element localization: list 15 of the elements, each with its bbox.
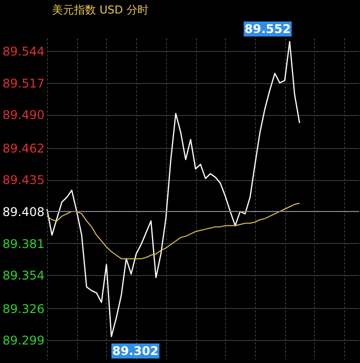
y-tick-label: 89.354 — [2, 268, 44, 283]
annotation: 89.302 — [112, 344, 159, 358]
line-series — [46, 202, 300, 260]
y-tick-label: 89.462 — [2, 141, 44, 156]
chart-title: 美元指数 USD 分时 — [52, 4, 149, 16]
y-tick-label: 89.544 — [2, 44, 44, 58]
text: 89.552 — [244, 22, 291, 36]
y-tick-label: 89.517 — [2, 76, 44, 90]
y-tick-label: 89.408 — [2, 204, 44, 219]
y-tick-label: 89.299 — [2, 334, 44, 348]
y-tick-label: 89.490 — [2, 108, 44, 122]
y-tick-label: 89.326 — [2, 302, 44, 316]
y-tick-label: 89.435 — [2, 173, 44, 188]
y-tick-label: 89.381 — [2, 236, 44, 251]
line-series — [46, 40, 300, 338]
